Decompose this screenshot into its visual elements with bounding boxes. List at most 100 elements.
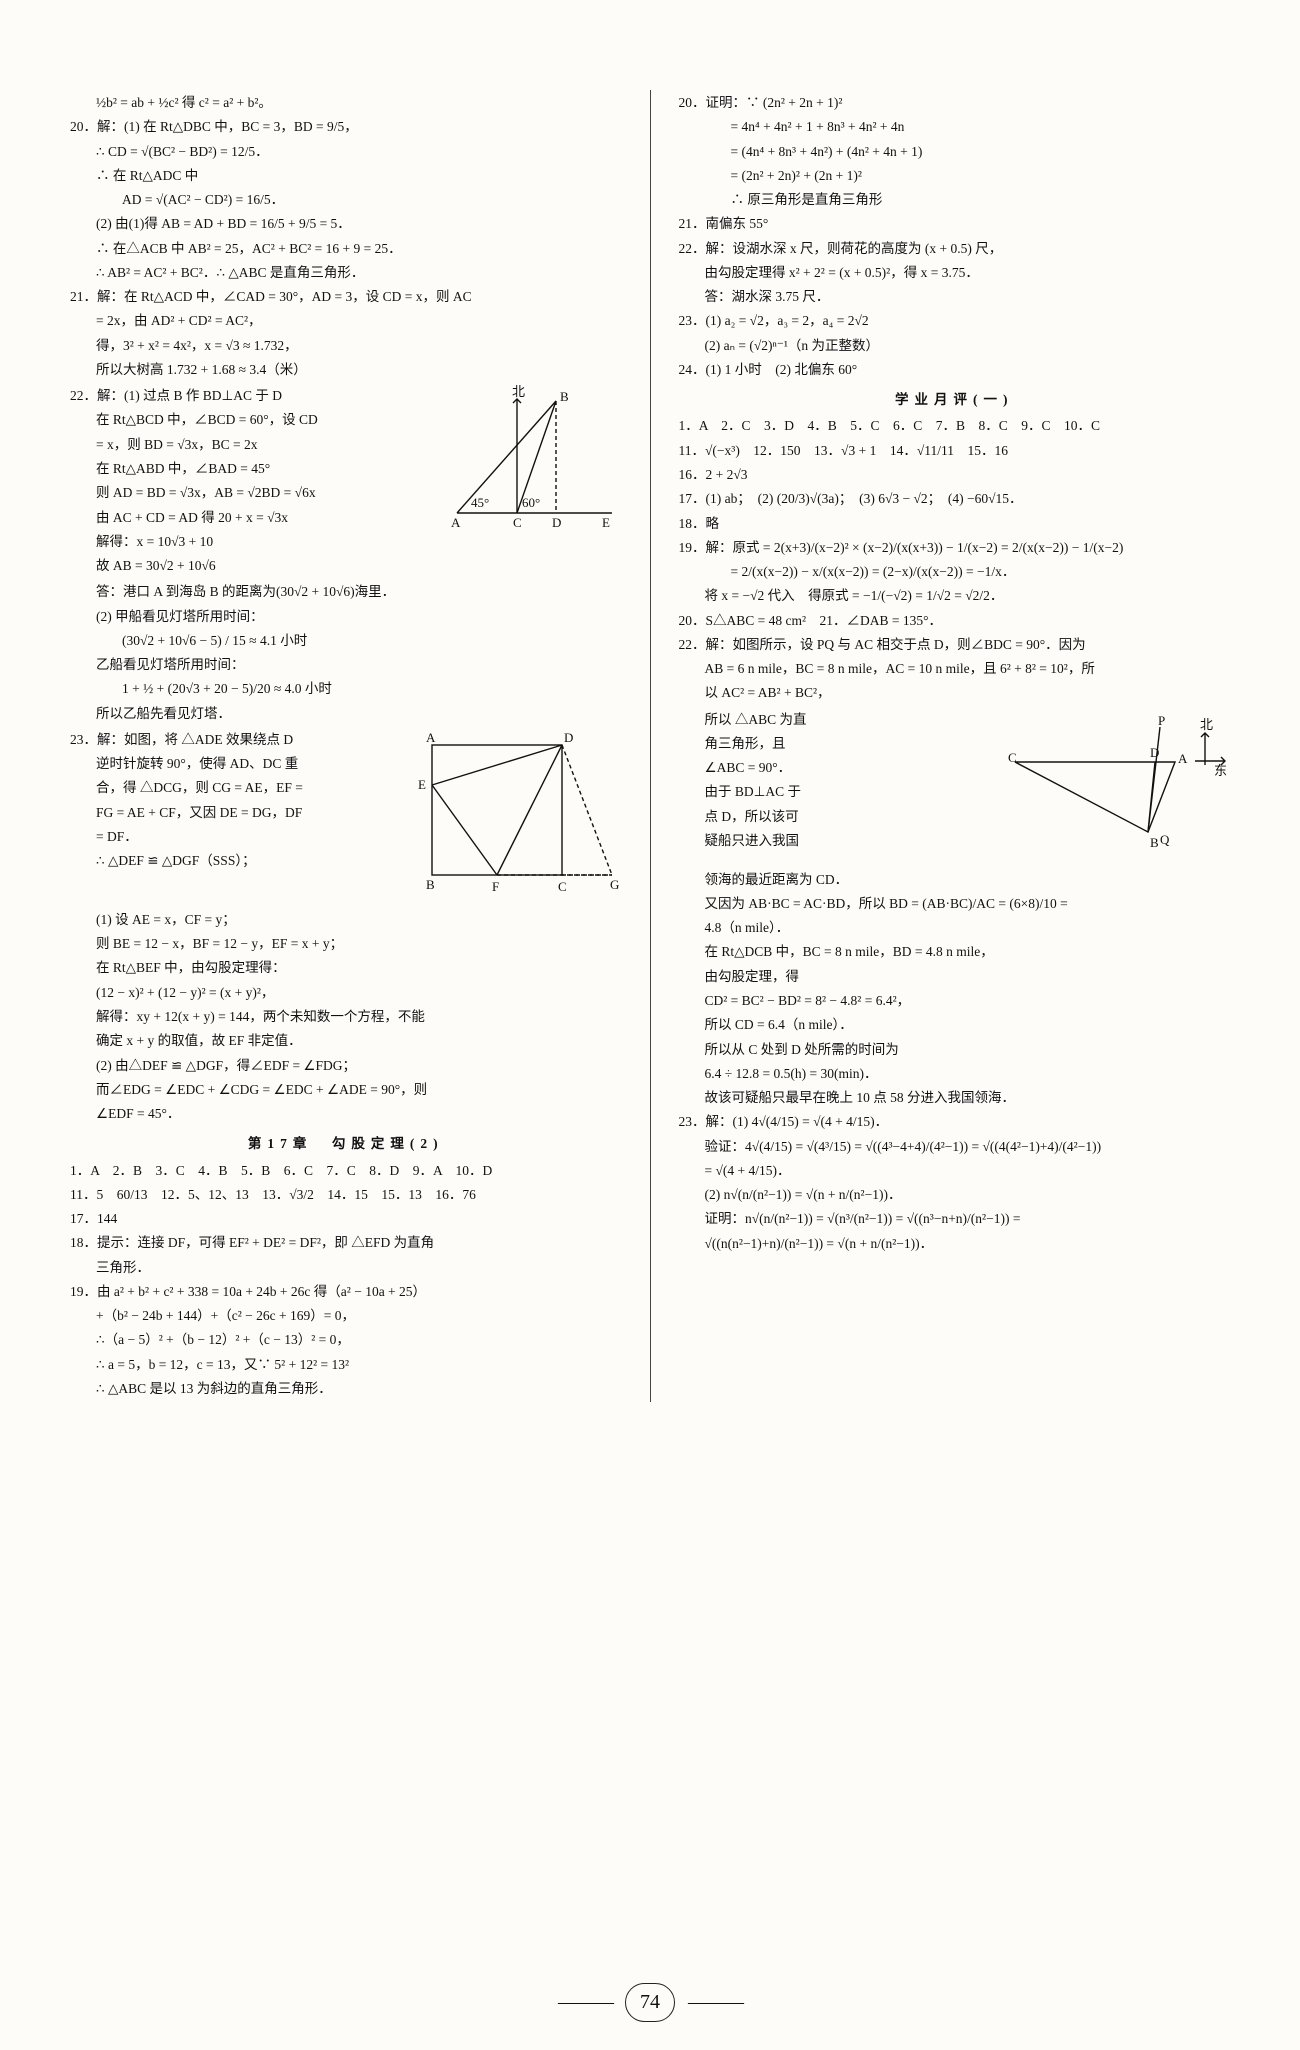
left-column: ½b² = ab + ½c² 得 c² = a² + b²。 20．解：(1) … <box>70 90 622 1402</box>
sol-text: 4.8（n mile）． <box>679 917 1231 939</box>
sol-text: 1 + ½ + (20√3 + 20 − 5)/20 ≈ 4.0 小时 <box>70 678 622 700</box>
problem-22r-block: 所以 △ABC 为直 角三角形，且 ∠ABC = 90°． 由于 BD⊥AC 于… <box>679 707 1231 867</box>
sol-text: 由 AC + CD = AD 得 20 + x = √3x <box>70 507 430 529</box>
sol-text: 三角形． <box>70 1257 622 1279</box>
label-D: D <box>564 730 573 745</box>
sol-text: 22．解：设湖水深 x 尺，则荷花的高度为 (x + 0.5) 尺， <box>679 238 1231 260</box>
sol-text: 验证：4√(4/15) = √(4³/15) = √((4³−4+4)/(4²−… <box>679 1136 1231 1158</box>
triangle-figure-1: 北 45° 60° A C D E B <box>442 383 622 533</box>
sol-text: 则 AD = BD = √3x，AB = √2BD = √6x <box>70 482 430 504</box>
sol-text: (30√2 + 10√6 − 5) / 15 ≈ 4.1 小时 <box>70 630 622 652</box>
sol-text: 22．解：如图所示，设 PQ 与 AC 相交于点 D，则∠BDC = 90°．因… <box>679 634 1231 656</box>
sol-text: ∴ △DEF ≌ △DGF（SSS）； <box>70 850 400 872</box>
sol-text: 22．解：(1) 过点 B 作 BD⊥AC 于 D <box>70 385 430 407</box>
answers-row: 11．5 60/13 12．5、12、13 13．√3/2 14．15 15．1… <box>70 1184 622 1206</box>
label-A: A <box>1178 751 1188 766</box>
label-C: C <box>558 879 567 894</box>
page-number: ——— 74 ——— <box>0 1983 1300 2022</box>
sol-text: 答：湖水深 3.75 尺． <box>679 286 1231 308</box>
sol-text: 所以从 C 处到 D 处所需的时间为 <box>679 1039 1231 1061</box>
label-A: A <box>451 515 461 530</box>
chapter-heading: 第17章 勾股定理(2) <box>70 1133 622 1155</box>
sol-text: ∴ △ABC 是以 13 为斜边的直角三角形． <box>70 1378 622 1400</box>
sol-text: 领海的最近距离为 CD． <box>679 869 1231 891</box>
sol-text: 在 Rt△BEF 中，由勾股定理得： <box>70 957 622 979</box>
sol-text: 将 x = −√2 代入 得原式 = −1/(−√2) = 1/√2 = √2/… <box>679 585 1231 607</box>
sol-text: 23．解：(1) 4√(4/15) = √(4 + 4/15)． <box>679 1111 1231 1133</box>
label-B: B <box>426 877 435 892</box>
sol-text: 6.4 ÷ 12.8 = 0.5(h) = 30(min)． <box>679 1063 1231 1085</box>
answers-row: 18．略 <box>679 513 1231 535</box>
sol-text: 23．(1) a₂ = √2，a₃ = 2，a₄ = 2√2 <box>679 310 1231 332</box>
answers-row: 17．(1) ab； (2) (20/3)√(3a)； (3) 6√3 − √2… <box>679 488 1231 510</box>
sol-text: 得，3² + x² = 4x²，x = √3 ≈ 1.732， <box>70 335 622 357</box>
sol-text: 疑船只进入我国 <box>679 830 989 852</box>
sol-text: 逆时针旋转 90°，使得 AD、DC 重 <box>70 753 400 775</box>
page: ½b² = ab + ½c² 得 c² = a² + b²。 20．解：(1) … <box>0 0 1300 2050</box>
label-D: D <box>552 515 561 530</box>
sol-text: = (2n² + 2n)² + (2n + 1)² <box>679 165 1231 187</box>
dash-right: ——— <box>688 1991 742 2013</box>
sol-text: ∴ 在△ACB 中 AB² = 25，AC² + BC² = 16 + 9 = … <box>70 238 622 260</box>
sol-text: = √(4 + 4/15)． <box>679 1160 1231 1182</box>
sol-text: = (4n⁴ + 8n³ + 4n²) + (4n² + 4n + 1) <box>679 141 1231 163</box>
sol-text: 又因为 AB·BC = AC·BD，所以 BD = (AB·BC)/AC = (… <box>679 893 1231 915</box>
sol-text: ∠EDF = 45°． <box>70 1103 622 1125</box>
problem-22-block: 22．解：(1) 过点 B 作 BD⊥AC 于 D 在 Rt△BCD 中，∠BC… <box>70 383 622 579</box>
sol-text: ∴ AB² = AC² + BC²．∴ △ABC 是直角三角形． <box>70 262 622 284</box>
sol-text: AD = √(AC² − CD²) = 16/5． <box>70 189 622 211</box>
sol-text: ∴ CD = √(BC² − BD²) = 12/5． <box>70 141 622 163</box>
sol-text: (2) 甲船看见灯塔所用时间： <box>70 606 622 628</box>
sol-text: 在 Rt△BCD 中，∠BCD = 60°，设 CD <box>70 409 430 431</box>
sol-text: 以 AC² = AB² + BC²， <box>679 682 1231 704</box>
label-B: B <box>1150 835 1159 850</box>
label-C: C <box>513 515 522 530</box>
sol-text: 由于 BD⊥AC 于 <box>679 781 989 803</box>
sol-text: (2) 由△DEF ≌ △DGF，得∠EDF = ∠FDG； <box>70 1055 622 1077</box>
sol-text: = x，则 BD = √3x，BC = 2x <box>70 434 430 456</box>
sol-text: (2) 由(1)得 AB = AD + BD = 16/5 + 9/5 = 5． <box>70 213 622 235</box>
sol-text: 角三角形，且 <box>679 733 989 755</box>
answers-row: 1．A 2．C 3．D 4．B 5．C 6．C 7．B 8．C 9．C 10．C <box>679 415 1231 437</box>
sol-text: 在 Rt△DCB 中，BC = 8 n mile，BD = 4.8 n mile… <box>679 941 1231 963</box>
sol-text: 故 AB = 30√2 + 10√6 <box>70 555 430 577</box>
sol-text: ∠ABC = 90°． <box>679 757 989 779</box>
label-B: B <box>560 389 569 404</box>
sol-text: = 2x，由 AD² + CD² = AC²， <box>70 310 622 332</box>
sol-text: 确定 x + y 的取值，故 EF 非定值． <box>70 1030 622 1052</box>
sol-text: 18．提示：连接 DF，可得 EF² + DE² = DF²，即 △EFD 为直… <box>70 1232 622 1254</box>
sol-text: 20．S△ABC = 48 cm² 21．∠DAB = 135°． <box>679 610 1231 632</box>
sol-text: 解得：xy + 12(x + y) = 144，两个未知数一个方程，不能 <box>70 1006 622 1028</box>
sol-text: 所以 △ABC 为直 <box>679 709 989 731</box>
sol-text: ∴ 原三角形是直角三角形 <box>679 189 1231 211</box>
sol-text: 20．解：(1) 在 Rt△DBC 中，BC = 3，BD = 9/5， <box>70 116 622 138</box>
eq-text: ½b² = ab + ½c² 得 c² = a² + b²。 <box>70 92 622 114</box>
label-60: 60° <box>522 495 540 510</box>
sol-text: AB = 6 n mile，BC = 8 n mile，AC = 10 n mi… <box>679 658 1231 680</box>
label-Q: Q <box>1160 832 1170 847</box>
sol-text: (2) n√(n/(n²−1)) = √(n + n/(n²−1))． <box>679 1184 1231 1206</box>
answers-row: 17．144 <box>70 1208 622 1230</box>
dash-left: ——— <box>558 1991 612 2013</box>
sol-text: 所以 CD = 6.4（n mile）． <box>679 1014 1231 1036</box>
problem-23-block: 23．解：如图，将 △ADE 效果绕点 D 逆时针旋转 90°，使得 AD、DC… <box>70 727 622 907</box>
label-east: 东 <box>1214 763 1227 778</box>
two-column-layout: ½b² = ab + ½c² 得 c² = a² + b²。 20．解：(1) … <box>70 90 1230 1402</box>
sol-text: ∴ a = 5，b = 12，c = 13，又∵ 5² + 12² = 13² <box>70 1354 622 1376</box>
sol-text: 由勾股定理，得 <box>679 966 1231 988</box>
answers-row: 11．√(−x³) 12．150 13．√3 + 1 14．√11/11 15．… <box>679 440 1231 462</box>
sol-text: 则 BE = 12 − x，BF = 12 − y，EF = x + y； <box>70 933 622 955</box>
sol-text: +（b² − 24b + 144）+（c² − 26c + 169）= 0， <box>70 1305 622 1327</box>
answers-row: 16．2 + 2√3 <box>679 464 1231 486</box>
answers-row: 1．A 2．B 3．C 4．B 5．B 6．C 7．C 8．D 9．A 10．D <box>70 1160 622 1182</box>
label-E: E <box>602 515 610 530</box>
square-figure: A D E B F C G <box>412 727 622 907</box>
sol-text: FG = AE + CF，又因 DE = DG，DF <box>70 802 400 824</box>
label-F: F <box>492 879 499 894</box>
sol-text: 19．由 a² + b² + c² + 338 = 10a + 24b + 26… <box>70 1281 622 1303</box>
sol-text: = 2/(x(x−2)) − x/(x(x−2)) = (2−x)/(x(x−2… <box>679 561 1231 583</box>
right-column: 20．证明：∵ (2n² + 2n + 1)² = 4n⁴ + 4n² + 1 … <box>679 90 1231 1402</box>
sol-text: 在 Rt△ABD 中，∠BAD = 45° <box>70 458 430 480</box>
sol-text: 21．南偏东 55° <box>679 213 1231 235</box>
label-G: G <box>610 877 619 892</box>
